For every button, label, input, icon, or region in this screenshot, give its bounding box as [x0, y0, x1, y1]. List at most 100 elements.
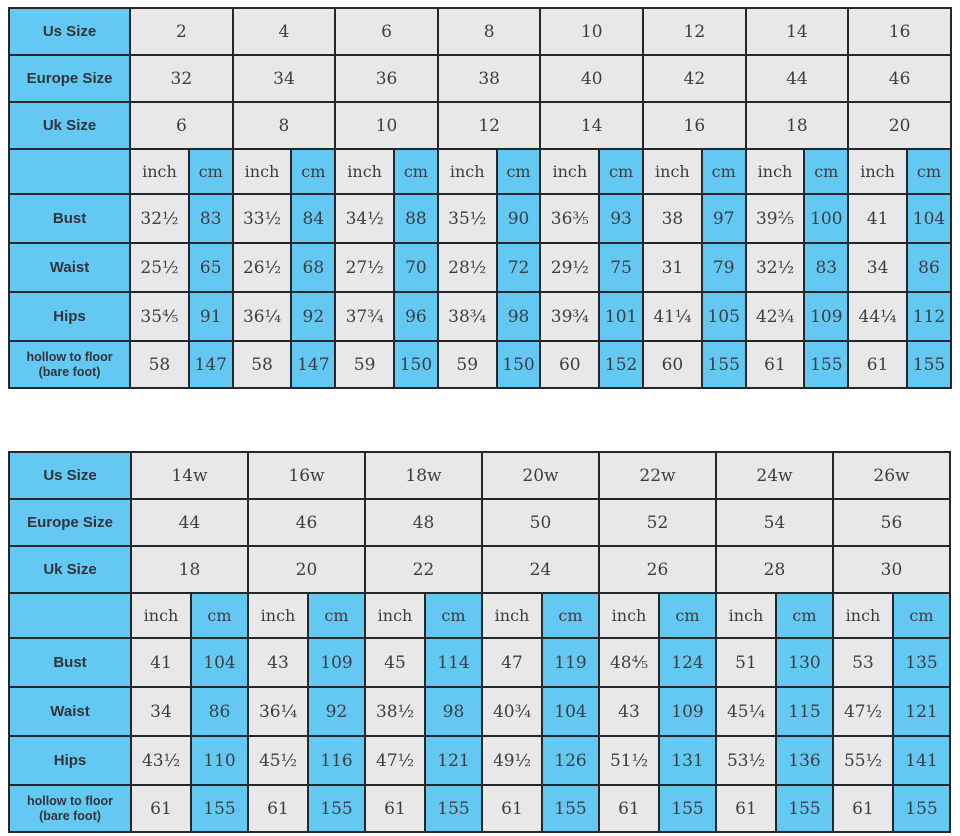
measure-inch-cell: 60 — [642, 340, 703, 389]
measure-cm-cell: 96 — [392, 291, 439, 342]
measure-inch-cell: 55½ — [832, 735, 894, 786]
size-value-cell: 8 — [231, 101, 337, 150]
measure-inch-cell: 41 — [847, 193, 908, 244]
unit-inch-cell: inch — [334, 148, 395, 195]
measure-inch-cell: 41 — [130, 637, 192, 688]
measure-cm-cell: 79 — [700, 242, 747, 293]
measure-cm-cell: 155 — [541, 784, 600, 833]
unit-inch-cell: inch — [247, 592, 309, 639]
unit-cm-cell: cm — [803, 148, 850, 195]
measure-cm-cell: 155 — [190, 784, 249, 833]
measure-inch-cell: 32½ — [129, 193, 190, 244]
size-value-cell: 50 — [481, 498, 600, 547]
size-value-cell: 20 — [247, 545, 366, 594]
size-value-cell: 18 — [130, 545, 249, 594]
measure-cm-cell: 83 — [803, 242, 850, 293]
unit-inch-cell: inch — [231, 148, 293, 195]
size-value-cell: 16w — [247, 451, 366, 500]
size-value-cell: 44 — [130, 498, 249, 547]
unit-inch-cell: inch — [129, 148, 190, 195]
measure-cm-cell: 101 — [598, 291, 645, 342]
measure-cm-cell: 114 — [424, 637, 483, 688]
measure-inch-cell: 45½ — [247, 735, 309, 786]
size-value-cell: 26 — [598, 545, 717, 594]
unit-inch-cell: inch — [436, 148, 498, 195]
measure-cm-cell: 115 — [775, 686, 834, 737]
measure-cm-cell: 130 — [775, 637, 834, 688]
size-value-cell: 48 — [364, 498, 483, 547]
measure-cm-cell: 98 — [424, 686, 483, 737]
unit-inch-cell: inch — [364, 592, 426, 639]
measure-inch-cell: 61 — [715, 784, 777, 833]
measure-inch-cell: 47½ — [832, 686, 894, 737]
size-value-cell: 56 — [832, 498, 951, 547]
size-value-cell: 36 — [334, 54, 439, 103]
size-value-cell: 28 — [715, 545, 834, 594]
measure-cm-cell: 105 — [700, 291, 747, 342]
measure-cm-cell: 72 — [495, 242, 542, 293]
unit-row-empty-cell — [8, 592, 132, 639]
measure-cm-cell: 155 — [905, 340, 953, 389]
measure-cm-cell: 141 — [892, 735, 951, 786]
measure-cm-cell: 152 — [598, 340, 645, 389]
measure-cm-cell: 68 — [290, 242, 337, 293]
size-system-label: Europe Size — [7, 54, 132, 103]
measure-cm-cell: 150 — [392, 340, 439, 389]
measure-cm-cell: 110 — [190, 735, 249, 786]
measure-cm-cell: 155 — [424, 784, 483, 833]
measure-cm-cell: 91 — [187, 291, 234, 342]
size-value-cell: 10 — [334, 101, 439, 150]
measure-inch-cell: 40¾ — [481, 686, 543, 737]
measure-inch-cell: 58 — [231, 340, 293, 389]
unit-cm-cell: cm — [495, 148, 542, 195]
measure-inch-cell: 44¼ — [847, 291, 908, 342]
measure-inch-cell: 42¾ — [744, 291, 806, 342]
measure-cm-cell: 131 — [658, 735, 717, 786]
size-value-cell: 2 — [129, 7, 234, 56]
unit-cm-cell: cm — [775, 592, 834, 639]
measure-cm-cell: 109 — [803, 291, 850, 342]
measure-inch-cell: 59 — [436, 340, 498, 389]
size-value-cell: 22w — [598, 451, 717, 500]
measure-inch-cell: 43 — [247, 637, 309, 688]
size-value-cell: 32 — [129, 54, 234, 103]
size-value-cell: 14w — [130, 451, 249, 500]
measure-inch-cell: 61 — [832, 784, 894, 833]
unit-inch-cell: inch — [847, 148, 908, 195]
size-value-cell: 4 — [231, 7, 337, 56]
size-value-cell: 6 — [334, 7, 439, 56]
measure-cm-cell: 124 — [658, 637, 717, 688]
measure-inch-cell: 35⅘ — [129, 291, 190, 342]
measure-inch-cell: 61 — [847, 340, 908, 389]
measure-label: hollow to floor (bare foot) — [8, 784, 132, 833]
measure-inch-cell: 51 — [715, 637, 777, 688]
unit-inch-cell: inch — [715, 592, 777, 639]
measure-cm-cell: 155 — [803, 340, 850, 389]
unit-inch-cell: inch — [130, 592, 192, 639]
size-value-cell: 30 — [832, 545, 951, 594]
unit-inch-cell: inch — [598, 592, 660, 639]
measure-inch-cell: 25½ — [129, 242, 190, 293]
measure-cm-cell: 135 — [892, 637, 951, 688]
measure-inch-cell: 34 — [130, 686, 192, 737]
measure-cm-cell: 97 — [700, 193, 747, 244]
measure-cm-cell: 92 — [307, 686, 366, 737]
size-system-label: Us Size — [7, 7, 132, 56]
measure-inch-cell: 53½ — [715, 735, 777, 786]
measure-inch-cell: 36⅗ — [539, 193, 601, 244]
unit-inch-cell: inch — [642, 148, 703, 195]
measure-cm-cell: 121 — [892, 686, 951, 737]
measure-cm-cell: 104 — [905, 193, 953, 244]
measure-inch-cell: 51½ — [598, 735, 660, 786]
measure-label: hollow to floor (bare foot) — [7, 340, 132, 389]
measure-inch-cell: 61 — [364, 784, 426, 833]
measure-inch-cell: 47½ — [364, 735, 426, 786]
size-system-label: Uk Size — [8, 545, 132, 594]
unit-cm-cell: cm — [598, 148, 645, 195]
measure-inch-cell: 47 — [481, 637, 543, 688]
measure-cm-cell: 155 — [658, 784, 717, 833]
measure-inch-cell: 34 — [847, 242, 908, 293]
size-value-cell: 34 — [231, 54, 337, 103]
measure-inch-cell: 49½ — [481, 735, 543, 786]
